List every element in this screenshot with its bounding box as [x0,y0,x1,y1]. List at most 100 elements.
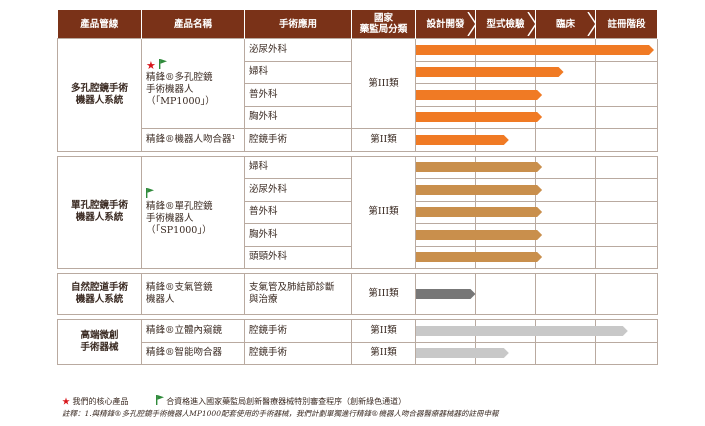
stage-cell [535,319,596,343]
stage-cell [415,178,476,202]
phase-label: 設計開發 [426,18,465,30]
stage-cell [535,273,596,315]
legend: ★ 我們的核心產品 合資格進入國家藥監局創新醫療器械特別審查程序（創新綠色通道） [62,395,406,407]
star-icon: ★ [62,397,70,406]
phase-label: 型式檢驗 [486,18,525,30]
stage-cell [535,83,596,107]
stage-cell [475,83,536,107]
classification-cell: 第III類 [351,155,416,269]
product-name: 精鋒®機器人吻合器¹ [146,133,236,145]
stage-cell [415,319,476,343]
stage-cell [535,60,596,84]
application-cell: 婦科 [244,155,352,179]
product-name-cell: ★ 精鋒®多孔腔鏡 手術機器人 （「MP1000」） [141,38,245,129]
stage-cell [415,200,476,224]
product-name: 精鋒®智能吻合器 [146,347,223,359]
product-name-cell: 精鋒®支氣管鏡 機器人 [141,273,245,315]
application-cell: 頭頸外科 [244,245,352,269]
stage-cell [475,155,536,179]
legend-core-label: 我們的核心產品 [72,397,129,406]
table-row: 多孔腔鏡手術 機器人系統 ★ 精鋒®多孔腔鏡 手術機器人 （「MP1000」） 泌尿外… [57,38,658,152]
stage-cell [475,178,536,202]
flag-icon [158,59,167,69]
header-phase-type-test: 型式檢驗 [475,10,537,39]
product-name-cell: 精鋒®智能吻合器 [141,341,245,365]
table-row: 自然腔道手術 機器人系統 精鋒®支氣管鏡 機器人 支氣管及肺結節診斷 與治療 第III… [57,273,658,315]
application-cell: 胸外科 [244,105,352,129]
classification-cell: 第II類 [351,128,416,152]
stage-cell [415,223,476,247]
stage-cell [595,319,658,343]
product-line-cell: 單孔腔鏡手術 機器人系統 [57,155,142,269]
stage-cell [595,60,658,84]
stage-cell [595,200,658,224]
application-cell: 腔鏡手術 [244,128,352,152]
application-cell: 普外科 [244,83,352,107]
stage-cell [415,155,476,179]
stage-cell [595,38,658,62]
flag-icon [146,187,154,198]
table-row: 胸外科 [58,105,658,129]
classification-cell: 第III類 [351,273,416,315]
stage-cell [475,38,536,62]
stage-cell [535,155,596,179]
stage-cell [595,178,658,202]
stage-cell [595,83,658,107]
application-cell: 泌尿外科 [244,38,352,62]
stage-cell [535,200,596,224]
stage-cell [475,245,536,269]
stage-cell [535,245,596,269]
product-name: 精鋒®支氣管鏡 機器人 [146,282,213,305]
table-row: 單孔腔鏡手術 機器人系統 精鋒®單孔腔鏡 手術機器人 （「SP1000」） 婦科 第I… [57,155,658,269]
product-name: 精鋒®單孔腔鏡 手術機器人 （「SP1000」） [146,200,213,236]
stage-cell [415,128,476,152]
header-phase-registration: 註冊階段 [595,10,658,39]
stage-cell [535,128,596,152]
product-name-cell: 精鋒®單孔腔鏡 手術機器人 （「SP1000」） [141,155,245,269]
stage-cell [475,200,536,224]
stage-cell [475,273,536,315]
stage-cell [475,128,536,152]
stage-cell [535,178,596,202]
header-product-name: 產品名稱 [141,10,245,39]
classification-cell: 第II類 [351,319,416,343]
stage-cell [415,105,476,129]
table-row: 高端微創 手術器械 精鋒®立體內窺鏡 腔鏡手術 第II類 [57,319,658,365]
stage-cell [475,223,536,247]
header-classification: 國家 藥監局分類 [351,10,416,39]
stage-cell [415,273,476,315]
stage-cell [535,341,596,365]
stage-cell [535,105,596,129]
stage-cell [535,223,596,247]
header-phase-design: 設計開發 [415,10,477,39]
stage-cell [475,60,536,84]
header-phase-clinical: 臨床 [535,10,597,39]
stage-cell [595,105,658,129]
stage-cell [595,223,658,247]
stage-cell [415,38,476,62]
application-cell: 支氣管及肺結節診斷 與治療 [244,273,352,315]
table-row: 泌尿外科 [58,178,658,202]
classification-cell: 第II類 [351,341,416,365]
header-product-line: 產品管線 [57,10,142,39]
stage-cell [415,60,476,84]
product-name: 精鋒®立體內窺鏡 [146,324,223,336]
header-row: 產品管線 產品名稱 手術應用 國家 藥監局分類 設計開發 型式檢驗 臨床 註冊階… [57,10,658,39]
stage-cell [595,155,658,179]
stage-cell [595,273,658,315]
star-icon: ★ [146,59,156,72]
application-cell: 普外科 [244,200,352,224]
stage-cell [475,341,536,365]
product-name-cell: 精鋒®立體內窺鏡 [141,319,245,343]
application-cell: 腔鏡手術 [244,341,352,365]
pipeline-table: 產品管線 產品名稱 手術應用 國家 藥監局分類 設計開發 型式檢驗 臨床 註冊階… [57,10,658,365]
stage-cell [475,319,536,343]
product-icons: ★ [146,59,240,72]
table-row: 精鋒®機器人吻合器¹ 腔鏡手術 第II類 [58,128,658,152]
stage-cell [415,83,476,107]
application-cell: 胸外科 [244,223,352,247]
stage-cell [595,128,658,152]
footnote: 註釋：1.與精鋒®多孔腔鏡手術機器人MP1000配套使用的手術器械，我們計劃單獨… [62,409,499,418]
flag-icon [155,395,164,405]
application-cell: 腔鏡手術 [244,319,352,343]
